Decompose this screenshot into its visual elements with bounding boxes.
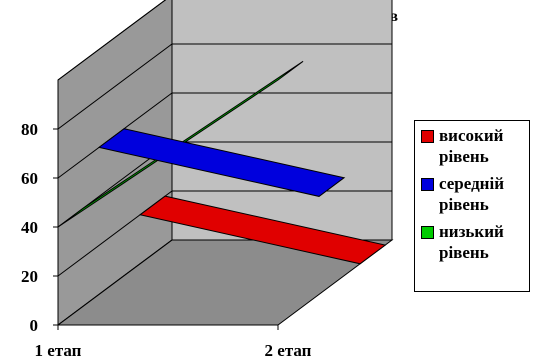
legend-item-low: низький рівень: [421, 221, 529, 263]
x-tick-label: 2 етап: [265, 341, 312, 360]
legend-swatch-low: [421, 226, 434, 239]
gridline: [57, 43, 392, 130]
gridline: [57, 0, 167, 81]
legend-item-high: високий рівень: [421, 125, 529, 167]
y-tick-label: 60: [21, 169, 38, 188]
legend-swatch-high: [421, 130, 434, 143]
legend-swatch-medium: [421, 178, 434, 191]
series-ribbon: [97, 128, 346, 197]
series-ribbon: [138, 195, 387, 265]
back-wall: [171, 0, 393, 241]
legend: високий рівень середній рівень низький р…: [414, 120, 530, 292]
legend-label-medium: середній рівень: [439, 174, 504, 214]
y-tick-label: 80: [21, 120, 38, 139]
axes: 0 20 40 60 80 1 етап 2 етап: [21, 80, 312, 360]
legend-item-medium: середній рівень: [421, 173, 529, 215]
y-tick-label: 20: [21, 267, 38, 286]
series-layer: [57, 60, 387, 265]
y-tick-label: 0: [30, 316, 39, 335]
y-tick-label: 40: [21, 218, 38, 237]
legend-label-high: високий рівень: [439, 126, 504, 166]
gridline: [57, 92, 392, 179]
legend-label-low: низький рівень: [439, 222, 504, 262]
x-tick-label: 1 етап: [35, 341, 82, 360]
